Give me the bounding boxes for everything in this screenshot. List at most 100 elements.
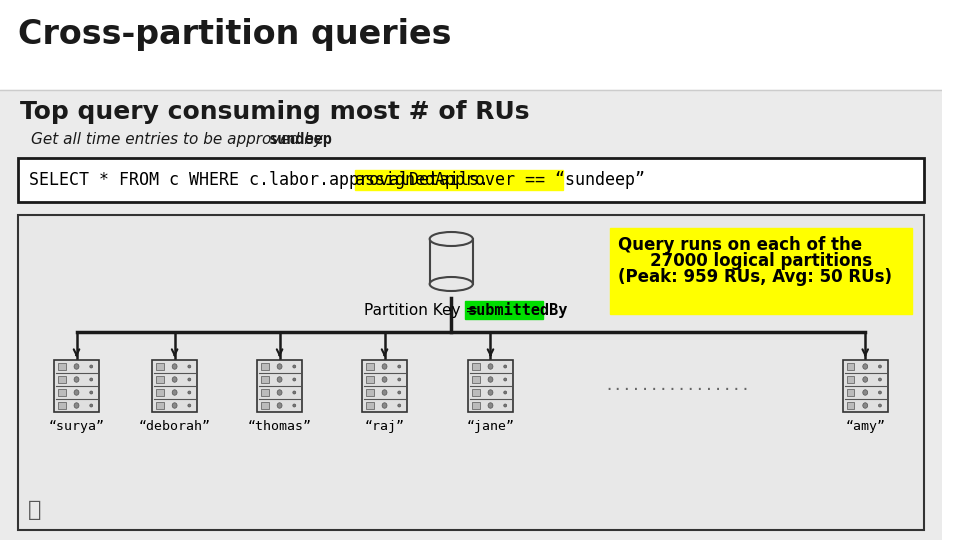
Bar [58, 402, 65, 409]
Bar [261, 389, 269, 396]
Ellipse shape [293, 378, 296, 381]
Ellipse shape [878, 404, 881, 407]
Ellipse shape [382, 403, 387, 408]
Bar [156, 402, 164, 409]
Text: “deborah”: “deborah” [138, 420, 210, 433]
Ellipse shape [488, 377, 492, 382]
Text: “raj”: “raj” [365, 420, 404, 433]
Text: Query runs on each of the: Query runs on each of the [618, 236, 862, 254]
Bar [257, 360, 302, 412]
Ellipse shape [488, 403, 492, 408]
Ellipse shape [397, 365, 400, 368]
Ellipse shape [382, 364, 387, 369]
Ellipse shape [397, 404, 400, 407]
Bar [17, 215, 924, 530]
Bar [472, 389, 480, 396]
Ellipse shape [74, 403, 79, 408]
Bar [58, 376, 65, 383]
Ellipse shape [397, 391, 400, 394]
Ellipse shape [172, 377, 177, 382]
Bar [468, 360, 513, 412]
Ellipse shape [172, 390, 177, 395]
Bar [366, 389, 373, 396]
Bar [847, 389, 854, 396]
Ellipse shape [488, 364, 492, 369]
Text: Top query consuming most # of RUs: Top query consuming most # of RUs [19, 100, 529, 124]
Text: submittedBy: submittedBy [468, 302, 567, 318]
Bar [472, 402, 480, 409]
Bar [58, 389, 65, 396]
Bar [261, 362, 269, 370]
Bar [152, 360, 197, 412]
Bar [261, 402, 269, 409]
Bar [156, 389, 164, 396]
Ellipse shape [188, 378, 191, 381]
Ellipse shape [293, 404, 296, 407]
Ellipse shape [188, 391, 191, 394]
Ellipse shape [382, 390, 387, 395]
Bar [611, 228, 912, 314]
Ellipse shape [293, 365, 296, 368]
Ellipse shape [863, 403, 868, 408]
Text: Cross-partition queries: Cross-partition queries [17, 18, 451, 51]
Ellipse shape [277, 364, 282, 369]
Bar [17, 158, 924, 202]
Bar [366, 362, 373, 370]
Bar [58, 362, 65, 370]
Bar [0, 90, 942, 540]
Text: (Peak: 959 RUs, Avg: 50 RUs): (Peak: 959 RUs, Avg: 50 RUs) [618, 268, 892, 286]
Ellipse shape [863, 377, 868, 382]
Text: ................: ................ [605, 379, 751, 394]
Text: ⭐: ⭐ [28, 500, 41, 520]
Ellipse shape [74, 364, 79, 369]
Bar [362, 360, 407, 412]
Ellipse shape [277, 377, 282, 382]
Ellipse shape [397, 378, 400, 381]
Ellipse shape [863, 390, 868, 395]
Bar [472, 362, 480, 370]
Bar [366, 376, 373, 383]
Ellipse shape [188, 404, 191, 407]
Ellipse shape [277, 390, 282, 395]
Ellipse shape [293, 391, 296, 394]
Ellipse shape [90, 404, 93, 407]
Text: assignedApprover == “sundeep”: assignedApprover == “sundeep” [355, 171, 645, 189]
Ellipse shape [172, 364, 177, 369]
Ellipse shape [382, 377, 387, 382]
Ellipse shape [172, 403, 177, 408]
Ellipse shape [504, 365, 507, 368]
Ellipse shape [430, 232, 473, 246]
Bar [847, 362, 854, 370]
Bar [843, 360, 888, 412]
Ellipse shape [188, 365, 191, 368]
Text: “jane”: “jane” [467, 420, 515, 433]
Bar [355, 170, 563, 190]
Ellipse shape [90, 365, 93, 368]
Bar [54, 360, 99, 412]
Text: sundeep: sundeep [269, 132, 332, 147]
Ellipse shape [90, 378, 93, 381]
Ellipse shape [277, 403, 282, 408]
Ellipse shape [863, 364, 868, 369]
Bar [156, 376, 164, 383]
Bar [0, 0, 942, 90]
Ellipse shape [878, 391, 881, 394]
Bar [472, 376, 480, 383]
Ellipse shape [878, 378, 881, 381]
Bar [156, 362, 164, 370]
Ellipse shape [504, 378, 507, 381]
Text: “amy”: “amy” [845, 420, 885, 433]
Ellipse shape [90, 391, 93, 394]
Ellipse shape [504, 404, 507, 407]
Text: SELECT * FROM c WHERE c.labor.approvalDetails.: SELECT * FROM c WHERE c.labor.approvalDe… [30, 171, 490, 189]
Text: “thomas”: “thomas” [248, 420, 312, 433]
Bar [847, 376, 854, 383]
Bar [847, 402, 854, 409]
Bar [261, 376, 269, 383]
Ellipse shape [878, 365, 881, 368]
Ellipse shape [74, 390, 79, 395]
Bar [466, 301, 542, 319]
Text: Get all time entries to be approved by: Get all time entries to be approved by [32, 132, 328, 147]
Text: “surya”: “surya” [49, 420, 105, 433]
Ellipse shape [488, 390, 492, 395]
